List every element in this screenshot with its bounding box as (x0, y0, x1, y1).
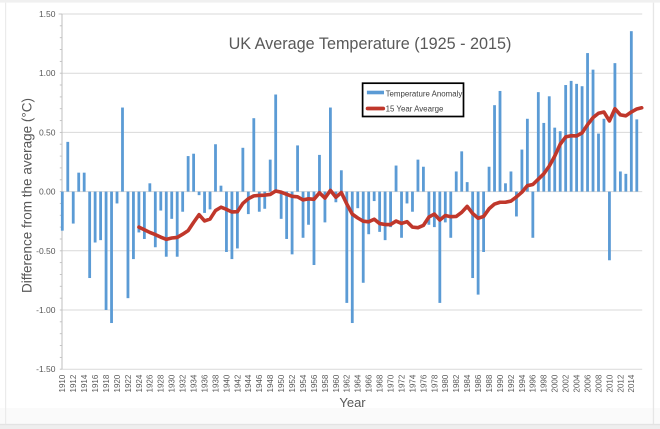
svg-text:1.50: 1.50 (39, 9, 56, 19)
svg-text:2006: 2006 (583, 374, 592, 392)
svg-text:1990: 1990 (496, 374, 505, 392)
svg-text:1956: 1956 (310, 374, 319, 392)
svg-text:1928: 1928 (157, 374, 166, 392)
svg-text:2002: 2002 (562, 374, 571, 392)
svg-text:1926: 1926 (146, 374, 155, 392)
svg-text:1964: 1964 (354, 374, 363, 392)
svg-text:1972: 1972 (397, 374, 406, 392)
svg-text:1986: 1986 (474, 374, 483, 392)
svg-text:1968: 1968 (376, 374, 385, 392)
svg-text:1966: 1966 (365, 374, 374, 392)
svg-text:1942: 1942 (233, 374, 242, 392)
svg-text:2008: 2008 (594, 374, 603, 392)
svg-text:1980: 1980 (441, 374, 450, 392)
svg-text:-1.50: -1.50 (36, 364, 56, 374)
svg-text:1946: 1946 (255, 374, 264, 392)
svg-text:1918: 1918 (102, 374, 111, 392)
svg-text:1922: 1922 (124, 374, 133, 392)
svg-text:1976: 1976 (419, 374, 428, 392)
svg-text:Temperature Anomaly: Temperature Anomaly (386, 90, 463, 99)
svg-text:1954: 1954 (299, 374, 308, 392)
svg-text:1982: 1982 (452, 374, 461, 392)
svg-text:1938: 1938 (211, 374, 220, 392)
svg-text:1970: 1970 (386, 374, 395, 392)
svg-text:1914: 1914 (80, 374, 89, 392)
svg-text:1920: 1920 (113, 374, 122, 392)
svg-text:2004: 2004 (573, 374, 582, 392)
svg-text:1996: 1996 (529, 374, 538, 392)
svg-text:Difference from the average (°: Difference from the average (°C) (20, 98, 35, 293)
svg-text:Year: Year (339, 395, 366, 410)
svg-text:1994: 1994 (518, 374, 527, 392)
svg-text:-1.00: -1.00 (36, 305, 56, 315)
svg-text:1944: 1944 (244, 374, 253, 392)
svg-text:1950: 1950 (277, 374, 286, 392)
svg-text:1992: 1992 (507, 374, 516, 392)
svg-text:1988: 1988 (485, 374, 494, 392)
svg-text:1998: 1998 (540, 374, 549, 392)
svg-text:0.50: 0.50 (39, 127, 56, 137)
svg-text:1912: 1912 (69, 374, 78, 392)
svg-text:1960: 1960 (332, 374, 341, 392)
svg-text:1978: 1978 (430, 374, 439, 392)
svg-text:1940: 1940 (222, 374, 231, 392)
svg-text:1948: 1948 (266, 374, 275, 392)
svg-text:1932: 1932 (179, 374, 188, 392)
svg-text:1962: 1962 (343, 374, 352, 392)
svg-text:15 Year Avearge: 15 Year Avearge (386, 104, 444, 113)
svg-text:0.00: 0.00 (39, 187, 56, 197)
svg-text:1910: 1910 (58, 374, 67, 392)
svg-text:1934: 1934 (190, 374, 199, 392)
svg-text:1916: 1916 (91, 374, 100, 392)
svg-text:-0.50: -0.50 (36, 246, 56, 256)
svg-text:2000: 2000 (551, 374, 560, 392)
svg-text:1924: 1924 (135, 374, 144, 392)
svg-text:1974: 1974 (408, 374, 417, 392)
svg-text:2010: 2010 (605, 374, 614, 392)
svg-text:2014: 2014 (627, 374, 636, 392)
svg-text:1.00: 1.00 (39, 68, 56, 78)
svg-text:1952: 1952 (288, 374, 297, 392)
svg-text:1930: 1930 (168, 374, 177, 392)
svg-text:UK Average Temperature (1925 -: UK Average Temperature (1925 - 2015) (229, 35, 512, 53)
svg-text:1936: 1936 (200, 374, 209, 392)
svg-text:1984: 1984 (463, 374, 472, 392)
svg-text:1958: 1958 (321, 374, 330, 392)
svg-text:2012: 2012 (616, 374, 625, 392)
